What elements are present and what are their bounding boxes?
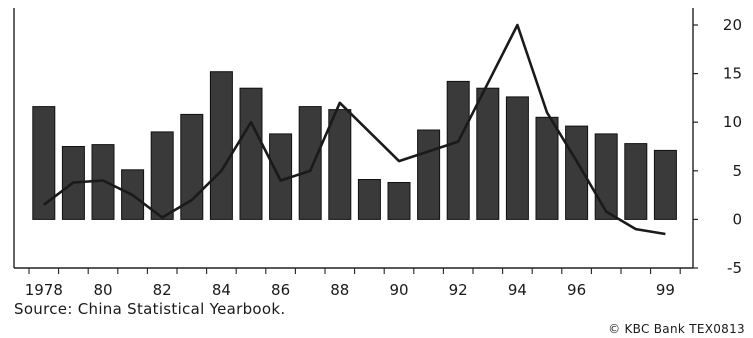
bar-1990 [387, 182, 411, 220]
x-tick-label-1992: 92 [449, 281, 468, 299]
chart: 20 15 10 5 0 -5 1978 80 82 84 86 88 90 92 94 96 99 [13, 8, 742, 299]
bar-1984 [209, 71, 233, 220]
x-tick-label-1994: 94 [508, 281, 527, 299]
bar-1992 [446, 80, 470, 220]
x-tick-label-1996: 96 [567, 281, 586, 299]
bar-1995 [535, 116, 559, 220]
y-ticks-layer: 20 15 10 5 0 -5 [693, 16, 742, 277]
x-tick-label-1986: 86 [271, 281, 290, 299]
y-tick-label-5: 5 [732, 162, 742, 180]
bar-1978 [32, 106, 56, 220]
bar-1991 [417, 129, 441, 220]
x-tick-label-1990: 90 [389, 281, 408, 299]
x-tick-label-1984: 84 [212, 281, 231, 299]
x-tick-label-1980: 80 [93, 281, 112, 299]
x-ticks-layer: 1978 80 82 84 86 88 90 92 94 96 99 [25, 268, 681, 299]
bar-1987 [298, 106, 322, 220]
x-tick-label-1988: 88 [330, 281, 349, 299]
y-tick-label-20: 20 [723, 16, 742, 34]
bar-1998 [624, 143, 648, 220]
bar-1993 [476, 87, 500, 220]
bar-1988 [328, 109, 352, 220]
credit-note: © KBC Bank TEX0813 [608, 322, 745, 336]
bar-1999 [653, 149, 677, 220]
bar-1994 [505, 96, 529, 220]
bar-1997 [594, 133, 618, 220]
y-tick-label--5: -5 [727, 259, 742, 277]
line-series [43, 23, 666, 236]
y-tick-label-0: 0 [732, 210, 742, 228]
x-tick-label-1978: 1978 [25, 281, 63, 299]
y-tick-label-10: 10 [723, 113, 742, 131]
source-note: Source: China Statistical Yearbook. [14, 300, 286, 318]
bar-1985 [239, 87, 263, 220]
x-tick-label-1999: 99 [656, 281, 675, 299]
y-tick-label-15: 15 [723, 65, 742, 83]
bar-1982 [150, 131, 174, 220]
x-tick-label-1982: 82 [153, 281, 172, 299]
line-layer [43, 23, 666, 236]
axes-layer [13, 8, 694, 269]
bars-layer [32, 71, 677, 220]
bar-1996 [565, 125, 589, 220]
bar-1989 [357, 179, 381, 220]
